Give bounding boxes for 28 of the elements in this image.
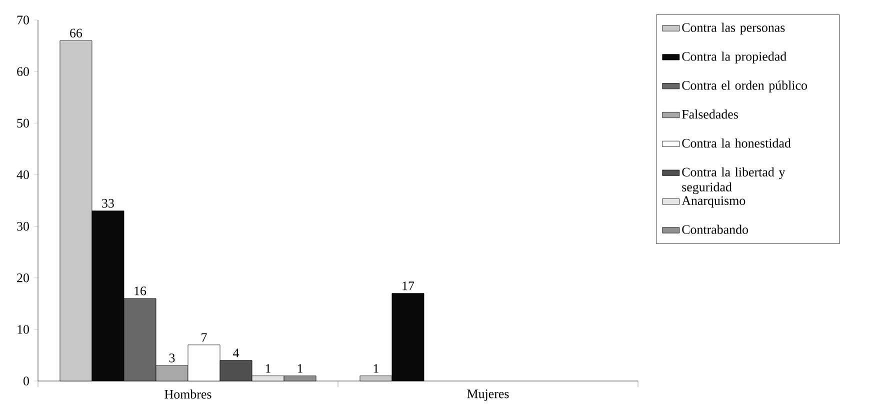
legend-label: Contra las personas <box>682 22 785 35</box>
data-label: 1 <box>298 364 303 373</box>
data-label: 7 <box>202 333 207 342</box>
legend-label: Contra la honestidad <box>682 138 791 148</box>
data-label: 17 <box>402 282 414 290</box>
data-label: 1 <box>374 364 378 373</box>
legend-label: Anarquismo <box>682 196 746 208</box>
y-tick-label: 50 <box>17 118 29 128</box>
data-label: 16 <box>134 286 146 296</box>
data-label: 3 <box>169 354 175 362</box>
x-tick-label: Hombres <box>164 390 212 399</box>
data-label: 1 <box>266 364 270 373</box>
data-label: 4 <box>233 348 240 358</box>
y-tick-label: 40 <box>16 170 29 180</box>
y-tick-label: 70 <box>17 16 29 24</box>
legend-label: Contrabando <box>682 224 748 234</box>
legend-label: Contra el orden público <box>682 80 807 92</box>
data-label: 66 <box>70 28 82 38</box>
legend-label: Contra la propiedad <box>682 52 786 64</box>
data-label: 33 <box>102 198 114 208</box>
y-tick-label: 0 <box>24 376 29 386</box>
y-tick-label: 60 <box>17 67 29 76</box>
y-tick-label: 20 <box>17 273 29 282</box>
x-tick-label: Mujeres <box>467 390 509 401</box>
y-tick-label: 30 <box>17 222 29 231</box>
legend-label: Falsedades <box>682 110 738 119</box>
y-tick-label: 10 <box>18 325 29 334</box>
legend-label: Contra la libertad y seguridad <box>682 167 786 194</box>
